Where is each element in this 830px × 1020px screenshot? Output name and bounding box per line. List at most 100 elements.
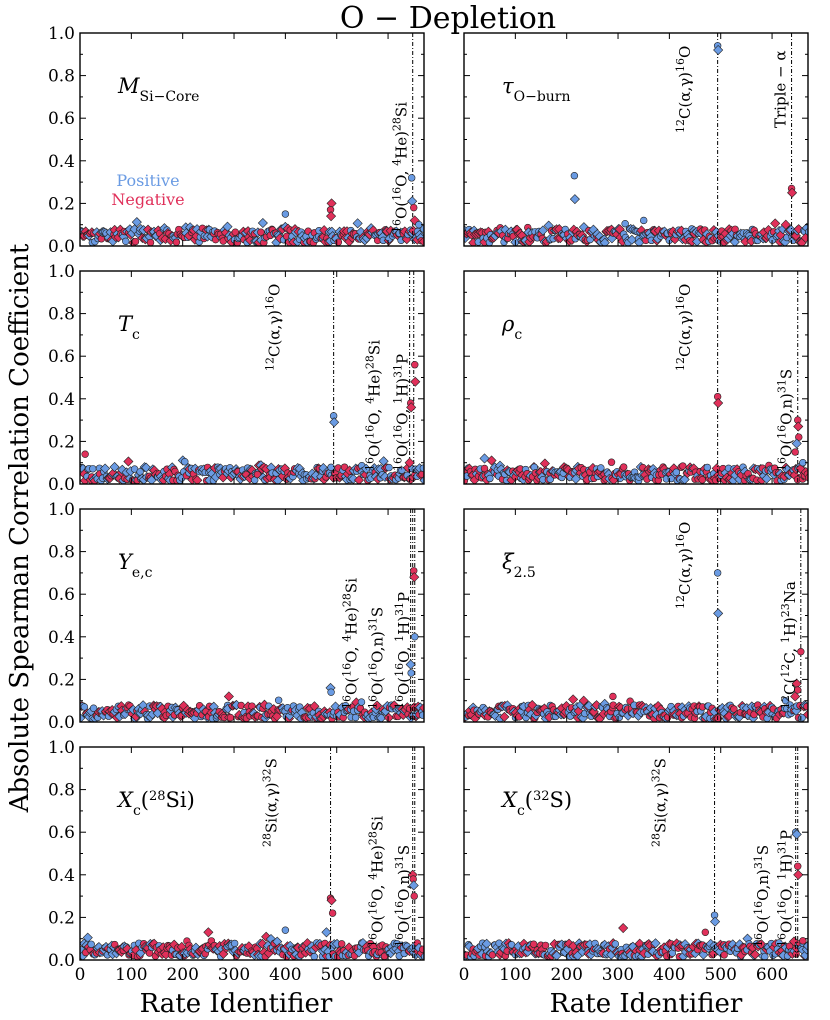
x-tick-label: 200 bbox=[166, 965, 198, 985]
x-tick-label: 100 bbox=[499, 965, 531, 985]
y-tick-label: 0.8 bbox=[48, 543, 75, 563]
reaction-label: 16O(16O, 4He)28Si bbox=[366, 816, 387, 947]
panel-1: 0.0 0.2 0.4 0.6 0.8 1.0 MSi−Core 16O(16O, 4He)2… bbox=[48, 24, 425, 257]
panel-label: Tc bbox=[118, 312, 140, 343]
highlight-points bbox=[281, 174, 423, 229]
panel-label: Xc(32S) bbox=[500, 788, 572, 819]
background-point bbox=[621, 219, 629, 228]
highlight-points bbox=[618, 828, 807, 945]
reaction-label: 28Si(α,γ)32S bbox=[260, 758, 281, 847]
background-point bbox=[401, 234, 412, 245]
background-point bbox=[588, 706, 599, 717]
x-tick-label: 600 bbox=[372, 965, 404, 985]
background-point bbox=[87, 940, 95, 948]
panels-group: 0.0 0.2 0.4 0.6 0.8 1.0 MSi−Core 16O(16O, 4He)2… bbox=[48, 24, 809, 985]
background-point bbox=[761, 952, 769, 960]
background-point bbox=[237, 701, 245, 710]
background-point bbox=[619, 463, 628, 471]
highlight-point bbox=[794, 686, 802, 694]
background-point bbox=[230, 939, 239, 948]
background-point bbox=[131, 217, 142, 228]
y-tick-label: 0.0 bbox=[48, 475, 75, 495]
y-tick-label: 0.6 bbox=[48, 585, 75, 605]
background-point bbox=[669, 234, 680, 245]
background-point bbox=[419, 711, 424, 719]
y-tick-label: 0.2 bbox=[48, 194, 75, 214]
highlight-point bbox=[713, 398, 724, 409]
panel-7: 0.0 0.2 0.4 0.6 0.8 1.0 0 100 200 300 400 500 600 Xc(… bbox=[48, 738, 425, 985]
reaction-label: 16O(16O, 4He)28Si bbox=[390, 102, 411, 233]
highlight-point bbox=[713, 608, 724, 619]
background-points bbox=[80, 931, 424, 960]
legend-entry: Positive bbox=[116, 171, 179, 190]
x-tick-label: 100 bbox=[115, 965, 147, 985]
background-point bbox=[541, 941, 550, 950]
x-tick-label: 500 bbox=[704, 965, 736, 985]
background-point bbox=[371, 700, 383, 711]
highlight-point bbox=[569, 194, 580, 205]
x-tick-label: 400 bbox=[269, 965, 301, 985]
background-point bbox=[597, 464, 605, 472]
background-point bbox=[750, 949, 761, 960]
y-tick-label: 0.4 bbox=[48, 866, 75, 886]
reaction-label: 16O(16O, 1H)31P bbox=[391, 354, 412, 471]
background-point bbox=[419, 475, 424, 484]
panel-frame bbox=[463, 508, 809, 723]
highlight-point bbox=[410, 203, 418, 212]
background-point bbox=[398, 466, 406, 474]
highlight-point bbox=[640, 216, 648, 225]
reaction-label: 12C(α,γ)16O bbox=[674, 522, 695, 609]
background-point bbox=[257, 938, 268, 949]
highlight-points bbox=[203, 869, 419, 938]
y-axis-label: Absolute Spearman Correlation Coefficien… bbox=[5, 243, 35, 813]
background-point bbox=[578, 222, 589, 233]
highlight-points bbox=[81, 361, 421, 468]
y-tick-label: 0.6 bbox=[48, 823, 75, 843]
x-axis-label-left: Rate Identifier bbox=[140, 989, 333, 1019]
reaction-label: 12C(α,γ)16O bbox=[674, 46, 695, 133]
background-point bbox=[790, 230, 801, 241]
highlight-point bbox=[406, 402, 417, 413]
background-point bbox=[338, 940, 346, 948]
y-tick-label: 0.4 bbox=[48, 390, 75, 410]
background-points bbox=[80, 217, 424, 246]
background-point bbox=[679, 462, 687, 470]
panel-8: 0 100 200 300 400 500 600 Xc(32S) 28Si(α,γ)32S 16… bbox=[459, 746, 809, 985]
highlight-point bbox=[701, 928, 710, 937]
background-point bbox=[351, 713, 360, 722]
y-tick-label: 0.8 bbox=[48, 67, 75, 87]
highlight-point bbox=[797, 648, 805, 656]
reaction-label: 16O(16O,n)31S bbox=[775, 369, 796, 471]
background-point bbox=[679, 474, 690, 484]
highlight-point bbox=[411, 361, 419, 369]
y-tick-label: 0.2 bbox=[48, 432, 75, 452]
background-point bbox=[800, 232, 808, 243]
background-point bbox=[418, 236, 424, 246]
background-point bbox=[385, 463, 393, 472]
background-point bbox=[274, 696, 283, 704]
background-point bbox=[419, 945, 424, 953]
background-point bbox=[334, 238, 343, 246]
highlight-point bbox=[790, 691, 801, 702]
background-points bbox=[80, 696, 424, 722]
background-point bbox=[480, 464, 489, 473]
x-tick-label: 300 bbox=[602, 965, 634, 985]
background-point bbox=[486, 474, 494, 483]
background-point bbox=[720, 951, 728, 959]
y-tick-label: 0.2 bbox=[48, 908, 75, 928]
background-point bbox=[257, 217, 268, 229]
x-tick-label: 600 bbox=[756, 965, 788, 985]
background-point bbox=[82, 932, 93, 943]
y-tick-label: 0.8 bbox=[48, 781, 75, 801]
background-point bbox=[383, 712, 394, 722]
x-tick-label: 400 bbox=[653, 965, 685, 985]
background-point bbox=[327, 463, 335, 471]
background-point bbox=[698, 476, 706, 484]
background-point bbox=[805, 228, 808, 236]
x-axis-label-right: Rate Identifier bbox=[550, 989, 743, 1019]
panel-3: 0.0 0.2 0.4 0.6 0.8 1.0 Tc 12C(α,γ)16O 16O(16O, … bbox=[48, 262, 425, 495]
y-tick-label: 1.0 bbox=[48, 500, 75, 520]
background-point bbox=[551, 950, 562, 960]
highlight-point bbox=[407, 669, 415, 677]
